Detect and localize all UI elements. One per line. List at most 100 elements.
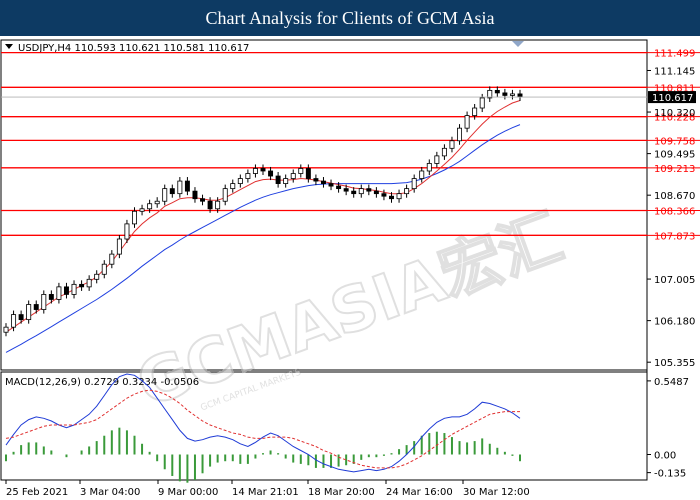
candle-body bbox=[71, 283, 77, 295]
candle-body bbox=[63, 286, 69, 295]
level-label: 107.873 bbox=[654, 231, 695, 242]
macd-header: MACD(12,26,9) 0.2729 0.3234 -0.0506 bbox=[5, 377, 199, 388]
candle-body bbox=[252, 168, 258, 174]
macd-tick-label: -0.135 bbox=[654, 469, 686, 480]
candle-body bbox=[169, 188, 175, 195]
candle-body bbox=[33, 304, 39, 310]
candle-body bbox=[487, 89, 493, 99]
candle-body bbox=[396, 193, 402, 200]
time-tick-label: 24 Mar 16:00 bbox=[386, 487, 453, 498]
candle-body bbox=[139, 208, 145, 212]
candle-body bbox=[343, 188, 349, 192]
banner-title: Chart Analysis for Clients of GCM Asia bbox=[205, 8, 495, 28]
level-label: 108.366 bbox=[654, 206, 695, 217]
candle-body bbox=[237, 178, 243, 184]
candlesticks bbox=[3, 86, 523, 337]
candle-body bbox=[290, 173, 296, 179]
moving-averages bbox=[5, 100, 521, 353]
candle-body bbox=[517, 93, 523, 98]
candle-body bbox=[3, 326, 9, 333]
candle-body bbox=[449, 140, 455, 149]
time-tick-label: 25 Feb 2021 bbox=[6, 487, 68, 498]
candle-body bbox=[411, 178, 417, 190]
candle-body bbox=[162, 188, 168, 202]
candle-body bbox=[358, 188, 364, 195]
candle-body bbox=[41, 294, 47, 310]
candle-body bbox=[147, 203, 153, 210]
candle-body bbox=[177, 180, 183, 195]
candle-body bbox=[336, 185, 342, 190]
candle-body bbox=[200, 198, 206, 202]
candle-body bbox=[434, 155, 440, 164]
candle-body bbox=[509, 93, 515, 96]
level-label: 111.499 bbox=[654, 49, 695, 60]
candle-body bbox=[11, 314, 17, 328]
candle-body bbox=[441, 147, 447, 157]
candle-body bbox=[154, 200, 160, 205]
title-banner: Chart Analysis for Clients of GCM Asia bbox=[0, 0, 700, 36]
candle-body bbox=[313, 178, 319, 182]
time-tick-label: 18 Mar 20:00 bbox=[308, 487, 375, 498]
price-tick-label: 110.320 bbox=[654, 108, 695, 119]
candle-body bbox=[305, 168, 311, 179]
current-price-tag bbox=[648, 91, 696, 104]
candle-body bbox=[116, 238, 122, 255]
candle-body bbox=[109, 253, 115, 265]
candle-body bbox=[94, 273, 100, 280]
price-axis: 111.145 110.320 109.495 108.670 107.005 106.1… bbox=[647, 66, 695, 369]
candle-body bbox=[26, 304, 32, 321]
candle-body bbox=[298, 168, 304, 174]
candle-body bbox=[381, 193, 387, 197]
level-label: 109.758 bbox=[654, 136, 695, 147]
price-tick-label: 107.005 bbox=[654, 275, 695, 286]
candle-body bbox=[404, 188, 410, 195]
macd-line bbox=[5, 373, 521, 473]
time-axis: 25 Feb 2021 3 Mar 04:00 9 Mar 00:00 14 Mar … bbox=[5, 480, 530, 498]
scroll-marker-icon[interactable] bbox=[512, 41, 524, 47]
candle-body bbox=[389, 195, 394, 200]
macd-tick-label: 0.5487 bbox=[654, 377, 689, 388]
price-tick-label: 108.670 bbox=[654, 191, 695, 202]
current-price-label: 110.617 bbox=[652, 93, 693, 104]
candle-body bbox=[245, 173, 251, 179]
time-tick-label: 9 Mar 00:00 bbox=[158, 487, 218, 498]
candle-body bbox=[351, 190, 357, 195]
candle-body bbox=[457, 127, 463, 142]
chart-menu-icon[interactable] bbox=[5, 44, 13, 49]
candle-body bbox=[79, 283, 85, 288]
candle-body bbox=[366, 188, 372, 192]
candle-body bbox=[132, 210, 137, 225]
candle-body bbox=[479, 97, 485, 109]
level-label: 109.213 bbox=[654, 164, 695, 175]
level-label: 110.228 bbox=[654, 113, 695, 124]
candle-body bbox=[320, 180, 326, 184]
macd-lines bbox=[5, 373, 521, 473]
time-tick-label: 14 Mar 21:01 bbox=[232, 487, 299, 498]
candle-body bbox=[48, 294, 54, 300]
time-tick-label: 30 Mar 12:00 bbox=[463, 487, 530, 498]
support-resistance-levels: 111.499 110.811 110.228 109.758 109.213 108.3… bbox=[1, 46, 700, 242]
candle-body bbox=[426, 163, 432, 172]
current-price-marker: 110.617 bbox=[1, 91, 696, 104]
candle-body bbox=[56, 286, 62, 300]
macd-tick-label: 0.00 bbox=[654, 451, 676, 462]
candle-body bbox=[215, 200, 221, 210]
trading-chart: GCMASIA宏汇 GCM CAPITAL MARKETS USDJPY,H4 … bbox=[0, 36, 700, 500]
candle-body bbox=[373, 190, 379, 195]
candle-body bbox=[18, 314, 24, 321]
candle-body bbox=[464, 115, 470, 129]
price-panel bbox=[0, 39, 648, 371]
ma-fast-line bbox=[5, 100, 521, 333]
candle-body bbox=[101, 263, 107, 275]
candle-body bbox=[192, 190, 198, 200]
level-label: 110.811 bbox=[654, 83, 695, 94]
price-tick-label: 106.180 bbox=[654, 317, 695, 328]
price-tick-label: 105.355 bbox=[654, 358, 695, 369]
candle-body bbox=[230, 183, 236, 190]
candle-body bbox=[419, 170, 425, 179]
candle-body bbox=[268, 170, 274, 177]
candle-body bbox=[86, 278, 92, 288]
candle-body bbox=[184, 180, 190, 192]
candle-body bbox=[275, 175, 281, 184]
candle-body bbox=[328, 183, 334, 187]
